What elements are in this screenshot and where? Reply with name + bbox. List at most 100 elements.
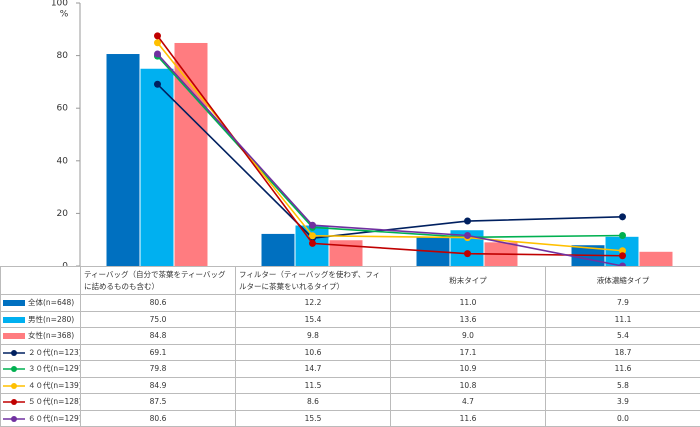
line (158, 56, 623, 237)
table-value: 5.8 (546, 377, 700, 394)
legend-swatch (3, 382, 25, 390)
legend-label: ２０代(n=123) (28, 348, 81, 357)
table-value: 10.8 (391, 377, 546, 394)
line (158, 54, 623, 266)
legend-bar (3, 300, 25, 306)
line-marker (464, 250, 471, 257)
table-value: 84.8 (81, 328, 236, 345)
legend-label: ３０代(n=129) (28, 364, 81, 373)
table-value: 7.9 (546, 295, 700, 312)
bar (262, 234, 295, 266)
table-value: 69.1 (81, 344, 236, 361)
x-tick-label: ティーバッグ（自分で茶葉をティーバッグに詰めるものも含む） (81, 267, 236, 295)
legend-swatch (3, 398, 25, 406)
x-tick-label: フィルター（ティーバッグを使わず、フィルターに茶葉をいれるタイプ） (236, 267, 391, 295)
chart: % 020406080100 (0, 0, 700, 266)
line (158, 84, 623, 238)
legend-entry: ６０代(n=129) (1, 410, 81, 427)
legend-bar (3, 317, 25, 323)
legend-entry: 男性(n=280) (1, 311, 81, 328)
legend-label: ６０代(n=129) (28, 414, 81, 423)
table-value: 15.4 (236, 311, 391, 328)
legend-marker (11, 383, 17, 389)
legend-label: ５０代(n=128) (28, 397, 81, 406)
line-marker (154, 51, 161, 58)
table-corner (1, 267, 81, 295)
table-value: 8.6 (236, 394, 391, 411)
table-value: 11.0 (391, 295, 546, 312)
legend-swatch (3, 299, 25, 307)
table-value: 9.0 (391, 328, 546, 345)
legend-label: 女性(n=368) (28, 331, 74, 340)
legend-swatch (3, 316, 25, 324)
line-marker (619, 232, 626, 239)
table-value: 11.1 (546, 311, 700, 328)
line-marker (309, 232, 316, 239)
legend-swatch (3, 415, 25, 423)
y-tick-label: 40 (57, 156, 69, 166)
table-value: 79.8 (81, 361, 236, 378)
table-value: 11.6 (391, 410, 546, 427)
bar (107, 54, 140, 266)
legend-marker (11, 350, 17, 356)
legend-entry: ４０代(n=139) (1, 377, 81, 394)
table-value: 80.6 (81, 410, 236, 427)
table-value: 9.8 (236, 328, 391, 345)
table-value: 11.5 (236, 377, 391, 394)
legend-entry: 全体(n=648) (1, 295, 81, 312)
legend-entry: ５０代(n=128) (1, 394, 81, 411)
legend-marker (11, 399, 17, 405)
legend-label: ４０代(n=139) (28, 381, 81, 390)
table-value: 12.2 (236, 295, 391, 312)
line-marker (464, 218, 471, 225)
bar (141, 69, 174, 266)
table-value: 4.7 (391, 394, 546, 411)
y-unit: % (60, 10, 69, 20)
y-tick-label: 80 (57, 51, 69, 61)
table-value: 87.5 (81, 394, 236, 411)
table-value: 84.9 (81, 377, 236, 394)
table-header-row: ティーバッグ（自分で茶葉をティーバッグに詰めるものも含む）フィルター（ティーバッ… (1, 267, 700, 295)
line-marker (619, 252, 626, 259)
line-marker (309, 240, 316, 247)
legend-entry: ２０代(n=123) (1, 344, 81, 361)
table-value: 18.7 (546, 344, 700, 361)
legend-marker (11, 366, 17, 372)
line-marker (309, 222, 316, 229)
line-marker (154, 32, 161, 39)
table-value: 75.0 (81, 311, 236, 328)
line (158, 36, 623, 256)
legend-swatch (3, 349, 25, 357)
legend-entry: 女性(n=368) (1, 328, 81, 345)
x-tick-label: 液体濃縮タイプ (546, 267, 700, 295)
y-tick-label: 100 (51, 0, 68, 9)
table-value: 14.7 (236, 361, 391, 378)
legend-label: 男性(n=280) (28, 315, 74, 324)
table-value: 0.0 (546, 410, 700, 427)
x-tick-label: 粉末タイプ (391, 267, 546, 295)
table-value: 15.5 (236, 410, 391, 427)
legend-marker (11, 416, 17, 422)
bar (175, 43, 208, 266)
y-tick-label: 60 (57, 104, 69, 114)
bar (640, 252, 673, 266)
legend-bar (3, 333, 25, 339)
line (158, 43, 623, 251)
table-value: 11.6 (546, 361, 700, 378)
table-value: 10.9 (391, 361, 546, 378)
table-value: 80.6 (81, 295, 236, 312)
table-value: 10.6 (236, 344, 391, 361)
line-marker (154, 81, 161, 88)
data-table: ティーバッグ（自分で茶葉をティーバッグに詰めるものも含む）フィルター（ティーバッ… (0, 266, 700, 427)
line-marker (464, 232, 471, 239)
table-value: 5.4 (546, 328, 700, 345)
y-tick-label: 20 (57, 209, 69, 219)
table-value: 3.9 (546, 394, 700, 411)
